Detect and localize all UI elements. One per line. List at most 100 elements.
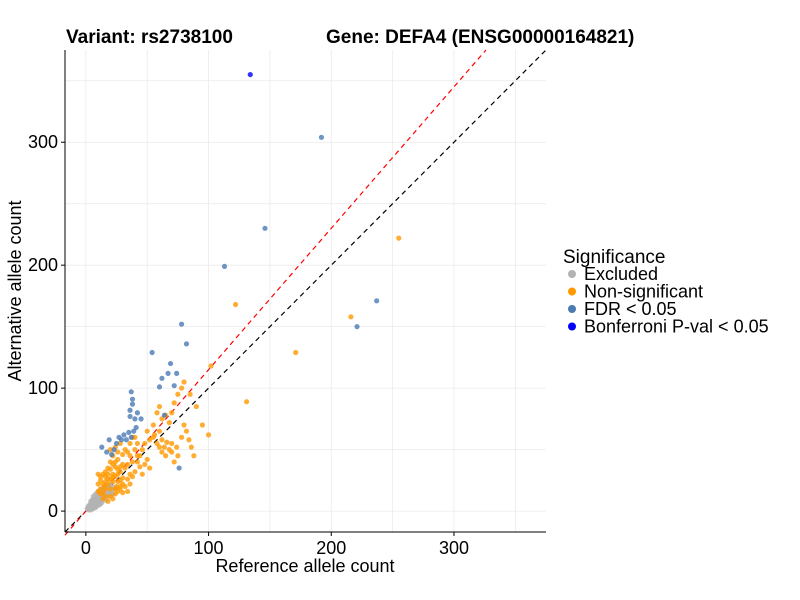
point-non-significant [139,447,145,453]
y-tick-label: 200 [28,255,58,275]
point-non-significant [169,410,175,416]
point-excluded [85,506,91,512]
point-non-significant [137,453,143,459]
point-non-significant [124,461,131,467]
y-tick-label: 0 [48,501,58,521]
point-non-significant [105,476,111,482]
point-non-significant [95,481,101,487]
point-fdr-0-05 [134,410,140,416]
x-tick-label: 100 [194,538,224,558]
point-non-significant [188,444,194,450]
point-non-significant [187,391,193,397]
point-non-significant [181,422,187,428]
y-tick-label: 300 [28,132,58,152]
point-non-significant [97,491,104,497]
point-non-significant [117,486,123,492]
point-fdr-0-05 [167,360,174,367]
point-non-significant [156,444,163,450]
point-fdr-0-05 [111,447,117,453]
point-non-significant [139,471,145,477]
legend-label-non-significant: Non-significant [584,282,703,302]
point-non-significant [124,449,131,455]
point-fdr-0-05 [131,428,137,434]
y-axis-label: Alternative allele count [5,200,25,381]
point-non-significant [144,428,150,434]
point-non-significant [151,432,158,438]
point-fdr-0-05 [354,324,360,330]
point-non-significant [102,486,109,492]
point-non-significant [142,461,148,467]
point-non-significant [164,439,170,445]
point-fdr-0-05 [118,437,125,443]
point-non-significant [154,410,160,416]
point-non-significant [156,403,163,410]
point-non-significant [154,440,160,447]
point-fdr-0-05 [127,413,133,420]
point-non-significant [107,466,114,472]
point-non-significant [147,437,153,443]
point-fdr-0-05 [127,407,133,413]
point-non-significant [107,486,114,492]
point-non-significant [110,496,116,502]
point-non-significant [186,437,192,443]
point-non-significant [127,453,133,459]
point-non-significant [97,477,104,483]
legend-swatch-bonferroni-p-val-0-05 [568,322,576,331]
point-non-significant [178,434,185,440]
point-non-significant [169,449,175,455]
point-non-significant [244,399,250,405]
point-non-significant [156,428,163,434]
point-non-significant [166,419,172,426]
point-fdr-0-05 [113,440,120,447]
x-tick-label: 200 [316,538,346,558]
point-non-significant [127,440,133,447]
point-non-significant [144,456,150,463]
point-non-significant [110,478,116,485]
point-fdr-0-05 [149,349,155,356]
point-non-significant [122,483,128,490]
point-non-significant [115,449,121,455]
point-non-significant [181,379,187,385]
point-fdr-0-05 [123,437,129,443]
point-fdr-0-05 [183,341,190,347]
point-non-significant [159,449,165,455]
point-non-significant [232,301,239,308]
point-non-significant [175,391,181,397]
point-fdr-0-05 [178,321,185,327]
point-non-significant [132,434,138,440]
point-fdr-0-05 [132,416,138,422]
point-non-significant [129,459,136,465]
point-fdr-0-05 [262,225,268,231]
point-non-significant [102,469,109,475]
chart-title-variant: Variant: rs2738100 [66,27,233,48]
point-non-significant [161,444,167,450]
point-non-significant [199,422,206,428]
point-fdr-0-05 [99,444,105,450]
point-non-significant [163,453,169,459]
point-fdr-0-05 [138,416,144,422]
point-fdr-0-05 [109,451,115,458]
grid [65,50,546,532]
point-fdr-0-05 [318,134,325,140]
point-non-significant [142,440,148,447]
point-fdr-0-05 [128,434,134,440]
point-non-significant [132,469,138,475]
x-tick-label: 0 [81,538,91,558]
point-non-significant [147,465,153,471]
point-non-significant [124,488,131,495]
point-non-significant [100,496,106,502]
point-non-significant [174,444,180,450]
point-non-significant [117,464,123,470]
point-non-significant [183,428,190,434]
point-non-significant [107,447,114,453]
point-fdr-0-05 [171,383,177,389]
point-non-significant [396,235,402,241]
point-non-significant [178,385,185,391]
point-fdr-0-05 [174,370,180,376]
legend-label-fdr-0-05: FDR < 0.05 [584,299,677,319]
point-non-significant [175,453,181,459]
point-non-significant [191,453,197,459]
point-excluded [93,504,99,511]
reference-line-identity [64,49,547,533]
